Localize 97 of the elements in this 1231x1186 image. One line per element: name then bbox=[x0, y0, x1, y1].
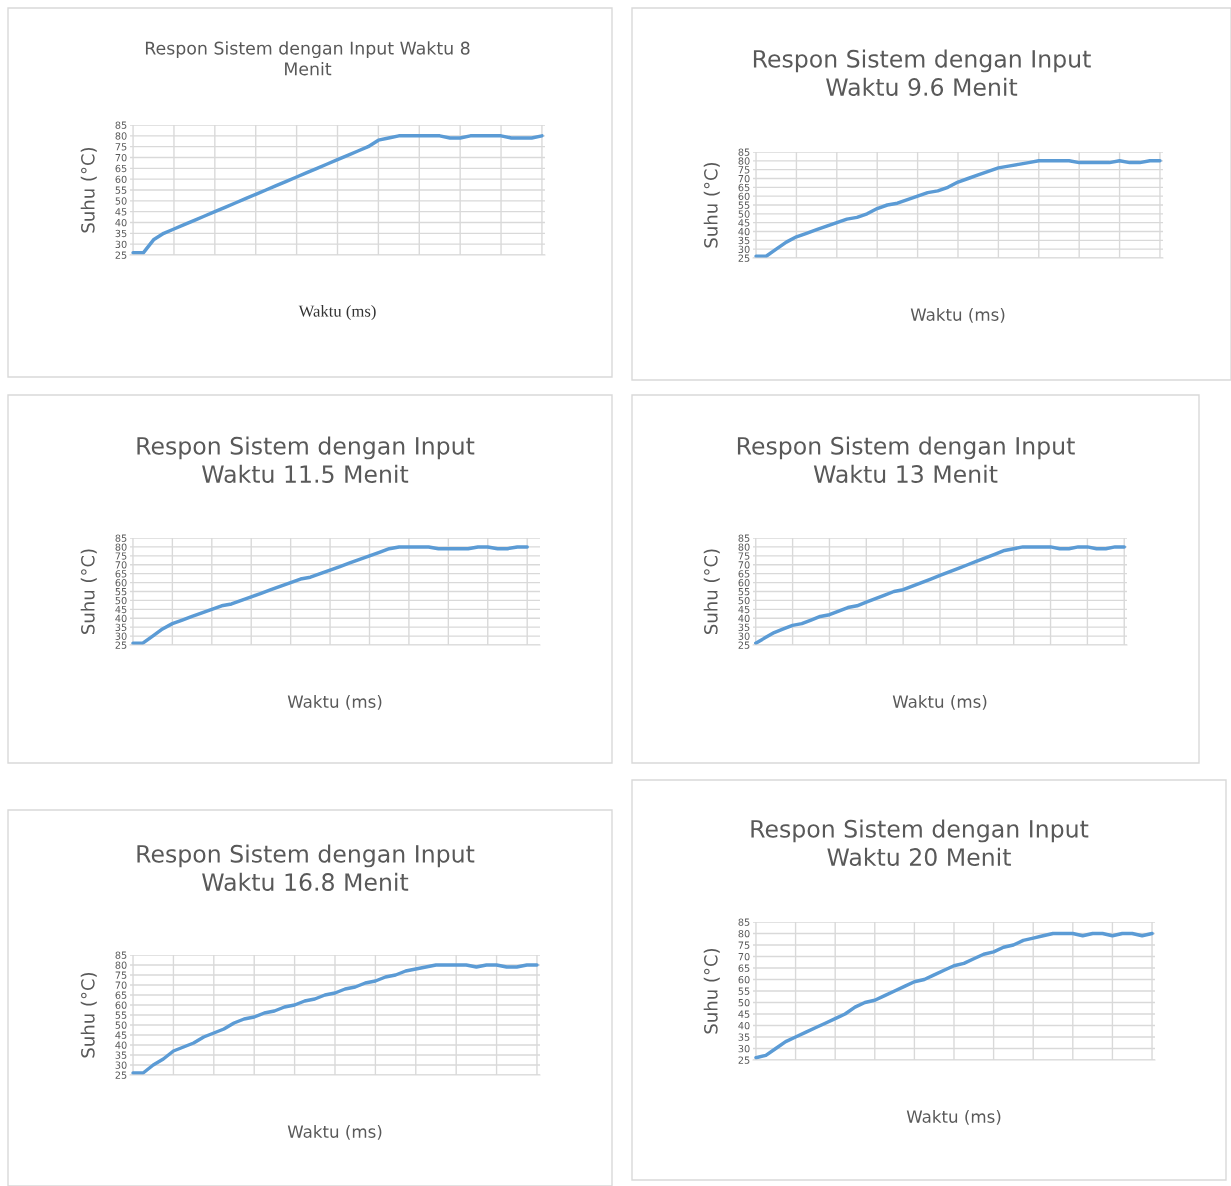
y-tick-label: 75 bbox=[115, 143, 127, 151]
y-tick-label: 60 bbox=[115, 579, 127, 587]
y-tick-label: 45 bbox=[738, 219, 750, 227]
chart-title: Respon Sistem dengan Input Waktu 9.6 Menit bbox=[753, 49, 1091, 96]
y-tick-label: 30 bbox=[738, 1044, 750, 1053]
y-tick-label: 35 bbox=[115, 1051, 127, 1059]
y-tick-label: 45 bbox=[738, 1010, 750, 1018]
y-tick-label: 25 bbox=[115, 641, 127, 649]
y-tick-label: 85 bbox=[738, 534, 750, 542]
y-tick-label: 75 bbox=[738, 552, 750, 560]
y-tick-label: 35 bbox=[738, 623, 750, 631]
y-tick-label: 70 bbox=[115, 981, 127, 989]
y-tick-label: 50 bbox=[115, 197, 127, 205]
line-series bbox=[131, 545, 529, 645]
y-tick-label: 25 bbox=[738, 1056, 750, 1064]
y-tick-label: 55 bbox=[738, 588, 750, 596]
y-tick-label: 60 bbox=[738, 579, 750, 587]
y-tick-label: 70 bbox=[115, 153, 127, 162]
y-tick-label: 65 bbox=[115, 164, 127, 173]
x-axis-title: Waktu (ms) bbox=[298, 305, 376, 321]
y-axis-title: Suhu (°C) bbox=[703, 948, 720, 1034]
y-tick-label: 30 bbox=[115, 1061, 127, 1069]
y-tick-label: 25 bbox=[115, 251, 127, 259]
y-tick-label: 75 bbox=[115, 552, 127, 560]
chart-title: Respon Sistem dengan Input Waktu 11.5 Menit bbox=[137, 436, 475, 483]
y-tick-label: 85 bbox=[115, 951, 127, 959]
y-tick-label: 55 bbox=[115, 1011, 127, 1019]
chart-title: Respon Sistem dengan Input Waktu 13 Menit bbox=[737, 436, 1075, 483]
x-axis-title: Waktu (ms) bbox=[287, 1125, 382, 1140]
y-tick-label: 50 bbox=[115, 596, 127, 605]
y-tick-label: 75 bbox=[738, 941, 750, 949]
y-tick-label: 40 bbox=[115, 218, 127, 227]
y-tick-label: 65 bbox=[115, 991, 127, 999]
y-tick-label: 55 bbox=[738, 987, 750, 995]
y-tick-label: 65 bbox=[738, 570, 750, 578]
y-tick-label: 40 bbox=[115, 1041, 127, 1049]
y-tick-label: 75 bbox=[115, 971, 127, 979]
y-tick-label: 30 bbox=[738, 632, 750, 640]
y-tick-label: 25 bbox=[738, 254, 750, 262]
y-tick-label: 45 bbox=[115, 1031, 127, 1039]
y-tick-label: 85 bbox=[115, 534, 127, 542]
y-tick-label: 40 bbox=[738, 614, 750, 623]
x-axis-title: Waktu (ms) bbox=[906, 1110, 1001, 1125]
y-tick-label: 40 bbox=[738, 1021, 750, 1030]
y-tick-label: 80 bbox=[115, 132, 127, 140]
y-tick-label: 25 bbox=[115, 1071, 127, 1079]
y-axis-title: Suhu (°C) bbox=[80, 147, 97, 233]
y-tick-label: 30 bbox=[115, 240, 127, 248]
y-tick-label: 75 bbox=[738, 166, 750, 174]
y-tick-label: 60 bbox=[115, 1001, 127, 1009]
y-tick-label: 85 bbox=[115, 121, 127, 129]
y-tick-label: 30 bbox=[738, 245, 750, 253]
y-tick-label: 70 bbox=[738, 174, 750, 183]
y-tick-label: 85 bbox=[738, 918, 750, 926]
y-tick-label: 80 bbox=[738, 157, 750, 165]
x-axis-title: Waktu (ms) bbox=[892, 695, 987, 710]
y-tick-label: 70 bbox=[738, 952, 750, 961]
y-tick-label: 45 bbox=[115, 208, 127, 216]
y-tick-label: 70 bbox=[115, 561, 127, 569]
y-axis-title: Suhu (°C) bbox=[80, 972, 97, 1058]
y-tick-label: 50 bbox=[738, 210, 750, 218]
chart-title: Respon Sistem dengan Input Waktu 20 Menit bbox=[751, 819, 1089, 866]
y-tick-label: 65 bbox=[738, 183, 750, 192]
y-tick-label: 60 bbox=[115, 175, 127, 183]
y-tick-label: 35 bbox=[738, 1033, 750, 1041]
y-tick-label: 45 bbox=[115, 605, 127, 614]
y-tick-label: 55 bbox=[115, 588, 127, 596]
y-axis-title: Suhu (°C) bbox=[703, 162, 720, 248]
chart-title: Respon Sistem dengan Input Waktu 16.8 Menit bbox=[137, 844, 475, 891]
y-tick-label: 30 bbox=[115, 632, 127, 640]
chart-title: Respon Sistem dengan Input Waktu 8 Menit bbox=[145, 41, 470, 76]
y-axis-title: Suhu (°C) bbox=[703, 549, 720, 634]
y-tick-label: 80 bbox=[115, 543, 127, 551]
y-tick-label: 85 bbox=[738, 148, 750, 156]
y-axis-title: Suhu (°C) bbox=[80, 549, 97, 634]
y-tick-label: 80 bbox=[738, 543, 750, 551]
y-tick-label: 65 bbox=[115, 570, 127, 578]
y-tick-label: 40 bbox=[738, 227, 750, 236]
y-tick-label: 45 bbox=[738, 605, 750, 614]
y-tick-label: 25 bbox=[738, 641, 750, 649]
y-tick-label: 60 bbox=[738, 192, 750, 200]
y-tick-label: 35 bbox=[115, 623, 127, 631]
y-tick-label: 55 bbox=[115, 186, 127, 194]
y-tick-label: 35 bbox=[738, 236, 750, 245]
y-tick-label: 55 bbox=[738, 201, 750, 209]
y-tick-label: 65 bbox=[738, 964, 750, 972]
y-tick-label: 40 bbox=[115, 614, 127, 623]
y-tick-label: 60 bbox=[738, 975, 750, 984]
y-tick-label: 35 bbox=[115, 229, 127, 238]
y-tick-label: 50 bbox=[115, 1021, 127, 1029]
y-tick-label: 50 bbox=[738, 596, 750, 605]
y-tick-label: 80 bbox=[115, 961, 127, 969]
y-tick-label: 50 bbox=[738, 998, 750, 1007]
y-tick-label: 80 bbox=[738, 929, 750, 938]
y-tick-label: 70 bbox=[738, 561, 750, 569]
x-axis-title: Waktu (ms) bbox=[287, 695, 382, 710]
x-axis-title: Waktu (ms) bbox=[910, 308, 1005, 323]
